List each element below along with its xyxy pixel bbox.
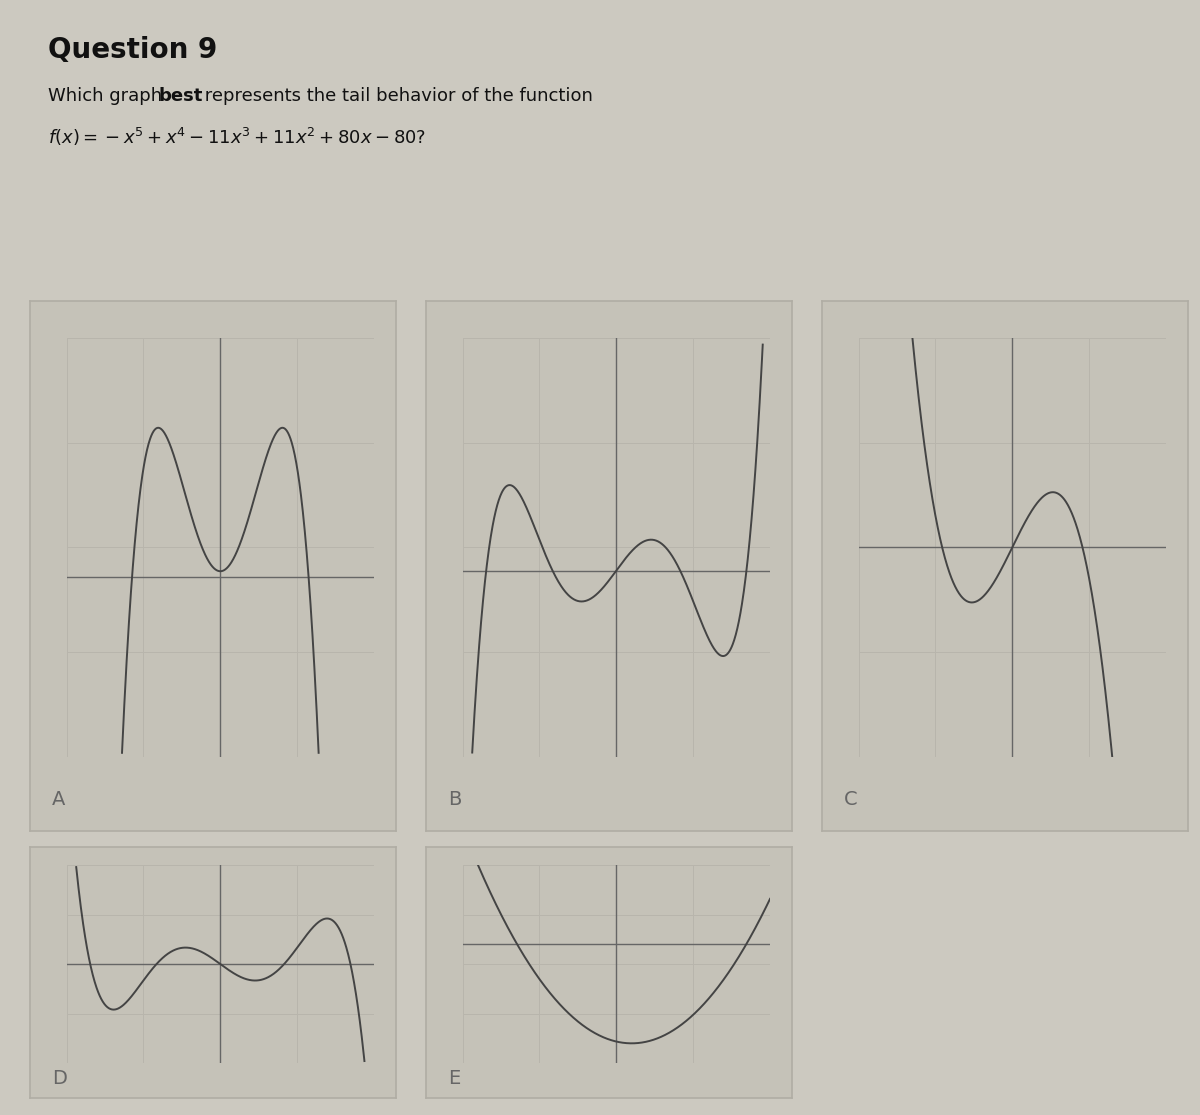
Text: B: B [448, 791, 461, 809]
Text: best: best [158, 87, 203, 105]
Text: A: A [52, 791, 65, 809]
Text: E: E [448, 1069, 461, 1088]
Text: C: C [844, 791, 858, 809]
Text: $f(x)= -x^5 + x^4 - 11x^3 + 11x^2 + 80x - 80?$: $f(x)= -x^5 + x^4 - 11x^3 + 11x^2 + 80x … [48, 126, 426, 148]
Text: represents the tail behavior of the function: represents the tail behavior of the func… [199, 87, 593, 105]
Text: Which graph: Which graph [48, 87, 168, 105]
Text: Question 9: Question 9 [48, 36, 217, 64]
Text: D: D [52, 1069, 67, 1088]
